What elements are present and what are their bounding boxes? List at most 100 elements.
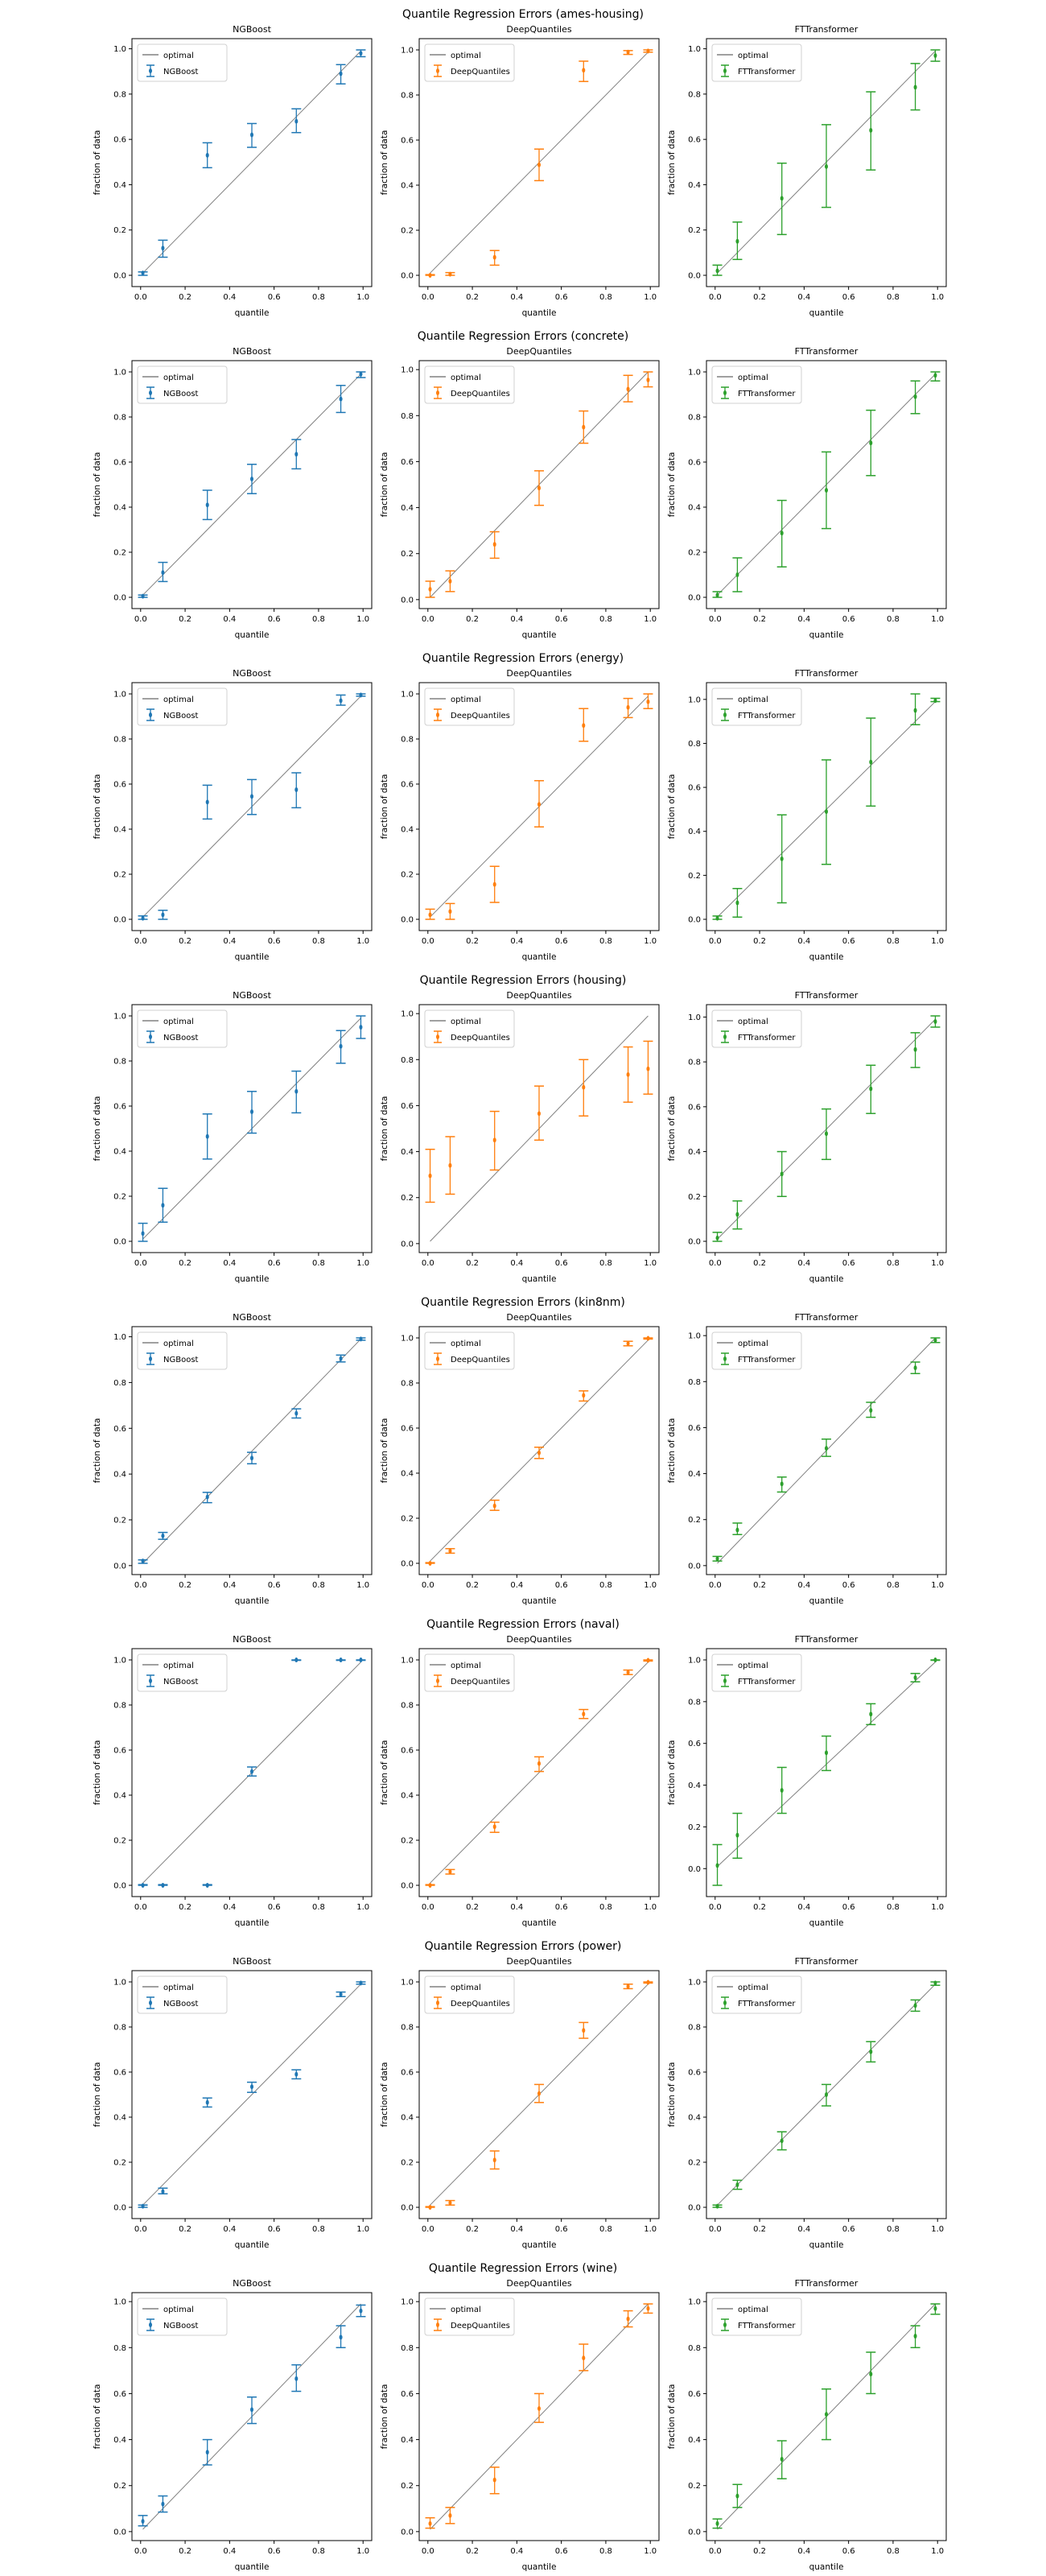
data-point xyxy=(492,542,496,547)
y-tick-label: 0.2 xyxy=(401,2482,414,2491)
data-point xyxy=(646,2306,650,2311)
x-tick-label: 0.8 xyxy=(887,2225,900,2234)
data-point xyxy=(448,909,452,914)
legend: optimal DeepQuantiles xyxy=(424,1653,515,1692)
errorbar-point xyxy=(776,1476,787,1493)
errorbar-point xyxy=(623,1046,633,1103)
x-tick-label: 1.0 xyxy=(644,2225,657,2234)
y-tick-label: 0.8 xyxy=(401,1380,414,1389)
y-tick-label: 0.4 xyxy=(113,1148,126,1157)
figure-title: Quantile Regression Errors (wine) xyxy=(429,2262,617,2275)
data-point xyxy=(141,1883,145,1888)
errorbar-point xyxy=(202,2438,212,2466)
legend-series-label: NGBoost xyxy=(163,2000,199,2008)
legend: optimal FTTransformer xyxy=(711,1009,802,1048)
legend-box xyxy=(711,2297,802,2336)
data-point xyxy=(825,1446,828,1451)
errorbar-point xyxy=(712,915,723,921)
y-tick-label: 0.2 xyxy=(688,2159,701,2168)
x-tick-label: 0.0 xyxy=(422,1581,434,1590)
legend-marker-icon xyxy=(149,390,152,395)
y-tick-label: 0.6 xyxy=(113,459,126,468)
errorbar-point xyxy=(356,371,366,378)
x-tick-label: 0.6 xyxy=(842,937,855,946)
legend-marker-icon xyxy=(436,1356,439,1361)
legend-box xyxy=(137,2297,228,2336)
y-tick-label: 0.4 xyxy=(113,2436,126,2445)
data-point xyxy=(715,592,719,598)
x-axis-label: quantile xyxy=(235,1596,270,1606)
x-tick-label: 1.0 xyxy=(644,293,657,302)
errorbar-point xyxy=(822,451,831,530)
x-tick-label: 0.2 xyxy=(466,1903,479,1912)
x-tick-label: 0.2 xyxy=(466,1581,479,1590)
data-point xyxy=(161,1203,165,1208)
subplot-fttransformer: FTTransformer 0.0 0.0 0.2 0.2 0.4 0.4 0.6 0.6 0.8… xyxy=(667,2278,947,2572)
data-point xyxy=(359,51,363,56)
legend-optimal-label: optimal xyxy=(451,1662,481,1670)
x-tick-label: 0.0 xyxy=(422,2225,434,2234)
x-tick-label: 0.2 xyxy=(753,293,766,302)
data-point xyxy=(492,1824,496,1830)
errorbar-point xyxy=(489,2467,500,2495)
x-tick-label: 1.0 xyxy=(356,615,369,624)
data-point xyxy=(205,2450,209,2455)
legend-optimal-label: optimal xyxy=(163,2306,194,2314)
x-tick-label: 1.0 xyxy=(931,2547,944,2556)
errorbar-point xyxy=(910,1673,920,1682)
data-point xyxy=(646,1657,650,1663)
subplot-fttransformer: FTTransformer 0.0 0.0 0.2 0.2 0.4 0.4 0.6 0.6 0.8… xyxy=(667,1634,947,1928)
x-tick-label: 0.4 xyxy=(510,2547,523,2556)
errorbar-point xyxy=(712,1843,723,1886)
errorbar-point xyxy=(445,1136,455,1195)
subplot-deepquantiles: DeepQuantiles 0.0 0.0 0.2 0.2 0.4 0.4 0.6 0.6 0.8… xyxy=(380,346,660,640)
errorbar-point xyxy=(356,1980,366,1986)
x-tick-label: 0.4 xyxy=(797,1903,810,1912)
legend-box xyxy=(137,365,228,404)
errorbar-point xyxy=(425,273,435,278)
y-tick-label: 0.2 xyxy=(401,2159,414,2168)
legend: optimal DeepQuantiles xyxy=(424,2297,515,2336)
y-tick-label: 0.4 xyxy=(113,181,126,190)
x-tick-label: 0.2 xyxy=(753,1259,766,1268)
data-point xyxy=(339,2334,343,2340)
errorbar-point xyxy=(822,2083,831,2107)
y-axis-label: fraction of data xyxy=(667,1418,677,1484)
data-point xyxy=(780,530,784,536)
x-tick-label: 0.8 xyxy=(599,937,612,946)
x-tick-label: 0.4 xyxy=(797,937,810,946)
y-tick-label: 0.0 xyxy=(401,1560,414,1569)
errorbar-point xyxy=(336,1354,346,1363)
y-tick-label: 0.4 xyxy=(688,1470,701,1479)
errorbar-point xyxy=(489,865,500,903)
subplot-title: NGBoost xyxy=(233,990,271,1001)
errorbar-point xyxy=(776,1766,787,1814)
data-point xyxy=(582,1711,586,1717)
x-tick-label: 0.4 xyxy=(223,293,236,302)
y-tick-label: 1.0 xyxy=(401,691,414,700)
y-tick-label: 0.2 xyxy=(401,1194,414,1203)
x-tick-label: 0.8 xyxy=(887,1903,900,1912)
y-axis-label: fraction of data xyxy=(93,1740,102,1806)
x-tick-label: 0.0 xyxy=(134,937,147,946)
subplot-fttransformer: FTTransformer 0.0 0.0 0.2 0.2 0.4 0.4 0.6 0.6 0.8… xyxy=(667,1956,947,2250)
y-tick-label: 0.6 xyxy=(401,2069,414,2078)
y-tick-label: 1.0 xyxy=(113,1013,126,1022)
legend-marker-icon xyxy=(149,1678,152,1683)
x-axis-label: quantile xyxy=(809,630,844,640)
y-axis-label: fraction of data xyxy=(380,2384,389,2450)
legend-series-label: FTTransformer xyxy=(738,2000,796,2008)
x-tick-label: 0.6 xyxy=(555,2225,568,2234)
errorbar-point xyxy=(158,561,168,583)
x-tick-label: 0.0 xyxy=(422,293,434,302)
errorbar-point xyxy=(138,270,148,276)
errorbar-point xyxy=(930,1657,941,1662)
errorbar-point xyxy=(202,1113,212,1160)
errorbar-point xyxy=(336,1991,346,1997)
data-point xyxy=(205,1494,209,1500)
y-axis-label: fraction of data xyxy=(380,452,389,518)
errorbar-point xyxy=(866,2041,876,2063)
y-tick-label: 0.4 xyxy=(688,828,701,836)
x-tick-label: 0.2 xyxy=(466,2547,479,2556)
data-point xyxy=(933,1657,937,1662)
